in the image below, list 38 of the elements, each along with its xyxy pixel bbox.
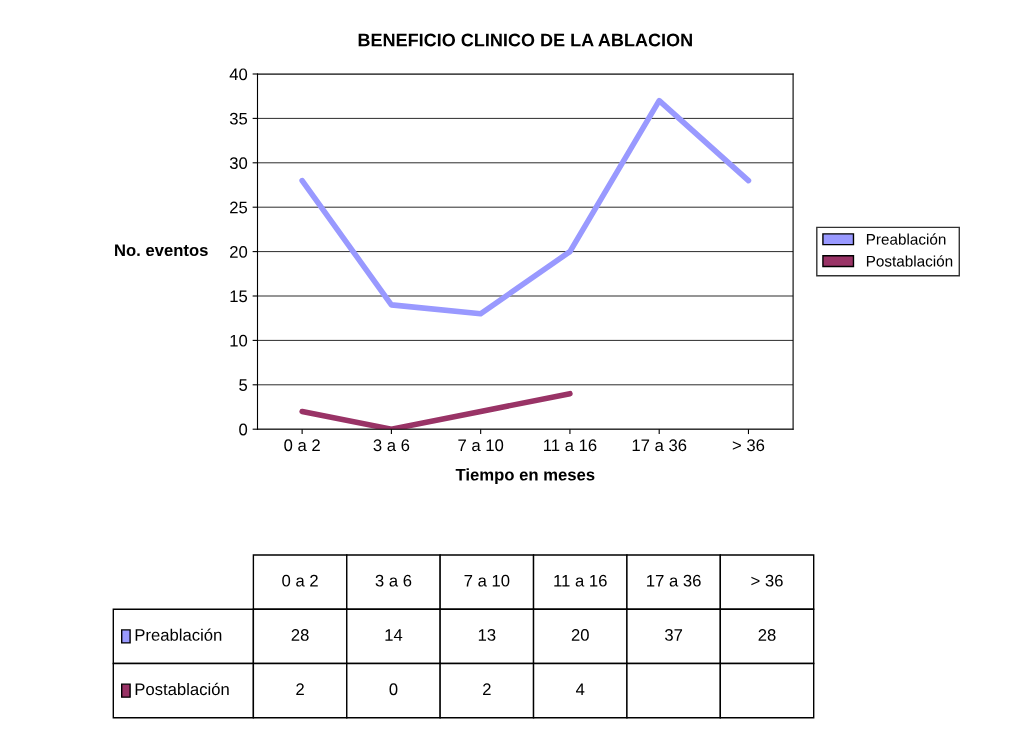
data-label: 13 [478, 629, 496, 641]
data-label: 28 [758, 629, 776, 641]
category-label: 7 a 10 [464, 574, 510, 587]
chart-title: BENEFICIO CLINICO DE LA ABLACION [358, 33, 692, 47]
data-label: 37 [664, 629, 683, 641]
data-label: 28 [291, 629, 309, 641]
legend-label: Postablación [135, 682, 229, 696]
data-label: 2 [483, 683, 491, 695]
y-tick-label: 35 [229, 112, 248, 125]
text: Preablación [135, 628, 222, 641]
x-tick-label: 17 a 36 [632, 439, 687, 452]
data-label: 14 [385, 629, 403, 641]
y-axis-title: No. eventos [115, 244, 208, 257]
y-tick-label: 0 [239, 423, 248, 436]
y-tick-label: 25 [230, 201, 248, 214]
x-tick-label: 7 a 10 [458, 439, 504, 452]
x-axis-title: Tiempo en meses [455, 468, 595, 484]
data-label: 0 [389, 683, 398, 696]
legend-label: Preablación [866, 233, 946, 245]
category-label: 3 a 6 [375, 574, 412, 587]
y-tick-label: 30 [229, 157, 248, 169]
y-tick-label: 40 [229, 68, 248, 81]
y-tick-label: 5 [239, 379, 248, 391]
data-label: 4 [575, 683, 585, 695]
x-tick-label: 11 a 16 [544, 439, 597, 452]
data-label: 2 [296, 683, 304, 695]
y-tick-label: 15 [230, 290, 248, 303]
data-label: 20 [571, 629, 589, 641]
y-tick-label: 20 [230, 246, 248, 258]
category-label: 0 a 2 [282, 574, 318, 587]
category-label: > 36 [751, 574, 783, 587]
x-tick-label: 3 a 6 [373, 439, 410, 452]
category-label: 17 a 36 [647, 574, 701, 587]
y-tick-label: 10 [230, 334, 248, 347]
x-tick-label: 0 a 2 [284, 439, 320, 452]
category-label: 11 a 16 [554, 574, 607, 587]
text: Postablación [866, 255, 953, 267]
x-tick-label: > 36 [732, 439, 765, 452]
